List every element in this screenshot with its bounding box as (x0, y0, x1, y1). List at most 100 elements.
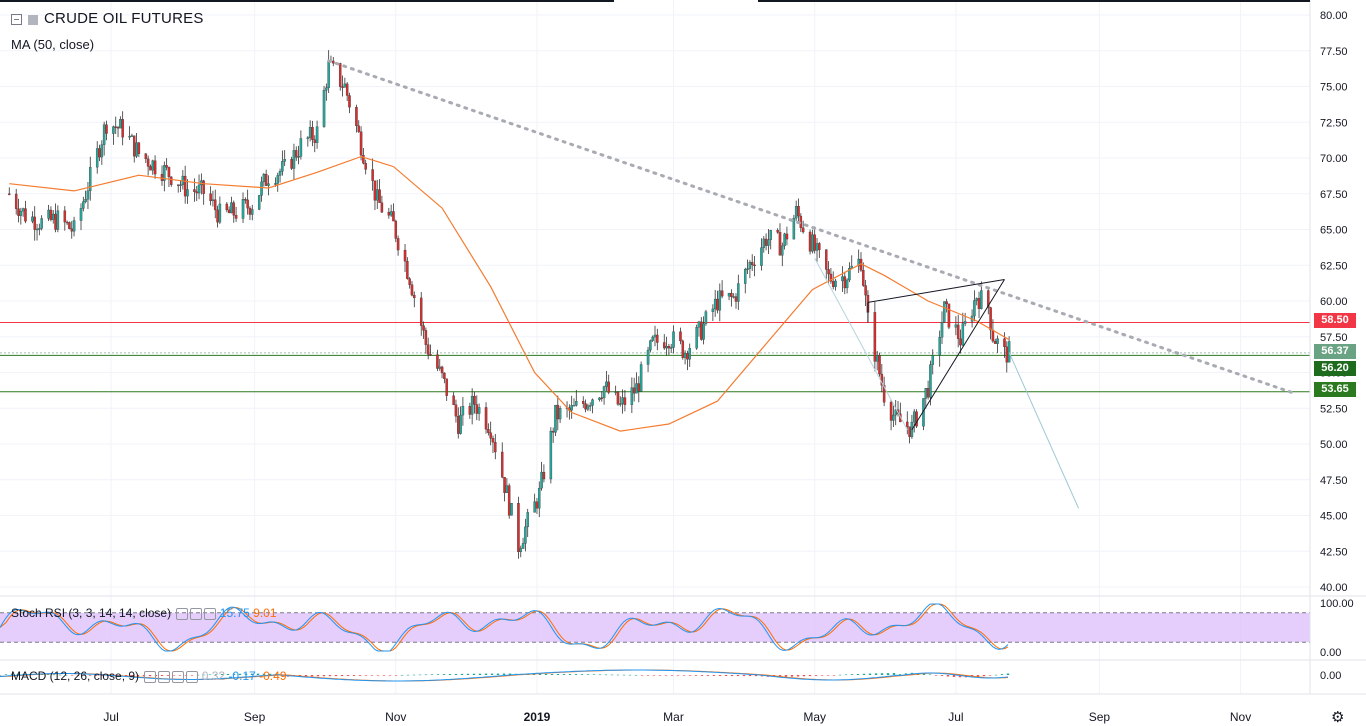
macd-hist-bar (256, 673, 260, 675)
close-icon[interactable] (204, 607, 217, 620)
macd-hist-bar (82, 675, 86, 676)
settings-gear-icon[interactable]: ⚙ (1331, 709, 1345, 726)
macd-legend[interactable]: MACD (12, 26, close, 9) 0.32 -0.17 -0.49 (11, 669, 287, 683)
candle-body (341, 86, 344, 88)
macd-hist-bar (58, 674, 62, 676)
candle-body (600, 397, 604, 400)
candle-body (649, 340, 652, 351)
candle-body (473, 395, 476, 405)
candle-body (538, 487, 541, 509)
collapse-icon[interactable] (11, 14, 22, 26)
candle-body (716, 298, 719, 311)
stoch-rsi-legend[interactable]: Stoch RSI (3, 3, 14, 14, close) 15.75 9.… (11, 606, 277, 620)
macd-hist-bar (838, 674, 842, 676)
y-tick-label: 50.00 (1320, 439, 1348, 451)
candle-body (144, 153, 148, 160)
candle-body (149, 166, 152, 171)
candle-body (993, 341, 997, 344)
stoch-band (0, 612, 1310, 643)
macd-hist-bar (802, 675, 806, 677)
macd-hist-bar (64, 674, 68, 676)
candle-body (452, 395, 455, 405)
macd-hist-bar (574, 674, 578, 675)
candle-body (556, 404, 560, 420)
stoch-tick-label: 100.00 (1320, 598, 1354, 610)
y-tick-label: 47.50 (1320, 475, 1348, 487)
macd-hist-bar (904, 673, 908, 675)
macd-hist-bar (928, 674, 932, 676)
top-bar (0, 0, 614, 2)
macd-hist-bar (490, 673, 494, 675)
candle-body (213, 199, 217, 211)
candle-body (443, 372, 446, 379)
candle-body (454, 404, 458, 417)
candle-body (813, 234, 816, 251)
candle-body (598, 397, 601, 400)
candle-body (163, 165, 166, 181)
candle-body (292, 150, 296, 169)
macd-hist-bar (436, 674, 440, 675)
stoch-d-value: 9.01 (253, 606, 277, 620)
candle-body (744, 269, 747, 284)
candle-body (380, 202, 384, 213)
candle-body (878, 355, 881, 375)
ma-legend[interactable]: MA (50, close) (11, 37, 94, 52)
macd-hist-bar (268, 673, 272, 675)
macd-hist-bar (262, 673, 266, 675)
candle-body (264, 174, 268, 186)
candle-body (313, 139, 317, 143)
gear-icon[interactable] (158, 670, 171, 683)
candle-body (68, 222, 71, 229)
price-tag-support: 53.65 (1314, 382, 1356, 397)
macd-hist-bar (502, 673, 506, 675)
candle-body (632, 387, 636, 394)
candle-body (778, 232, 782, 256)
macd-hist-bar (1006, 673, 1010, 675)
macd-hist-bar (148, 675, 152, 677)
candle-body (376, 189, 379, 201)
eye-icon[interactable] (176, 607, 189, 620)
candle-body (487, 429, 490, 433)
candle-body (345, 83, 349, 96)
candle-body (630, 387, 634, 405)
y-tick-label: 60.00 (1320, 296, 1348, 308)
macd-hist-bar (382, 675, 386, 676)
candle-body (232, 202, 236, 216)
candle-body (792, 217, 796, 240)
candle-body (225, 203, 229, 211)
candle-body (116, 127, 120, 129)
more-icon[interactable] (172, 670, 185, 683)
x-tick-label: Nov (385, 710, 406, 724)
candle-body (681, 340, 685, 358)
candle-body (602, 386, 606, 399)
macd-hist-bar (922, 673, 926, 675)
candle-body (551, 430, 555, 433)
candle-body (79, 208, 83, 221)
candle-body (769, 230, 772, 240)
gear-icon[interactable] (190, 607, 203, 620)
macd-hist-bar (892, 673, 896, 675)
candle-body (234, 215, 238, 219)
candle-body (924, 388, 928, 399)
candle-body (241, 199, 245, 219)
candle-body (311, 127, 314, 140)
macd-hist-bar (10, 673, 14, 675)
macd-hist-bar (328, 675, 332, 677)
macd-hist-bar (220, 674, 224, 675)
candle-body (500, 451, 504, 478)
macd-hist-bar (622, 674, 626, 676)
candle-body (727, 292, 731, 297)
candle-body (86, 190, 90, 200)
candle-body (121, 119, 124, 138)
candle-body (436, 354, 439, 369)
y-tick-label: 77.50 (1320, 46, 1348, 58)
macd-hist-bar (688, 675, 692, 676)
candle-body (535, 501, 539, 509)
macd-hist-bar (202, 674, 206, 676)
eye-icon[interactable] (144, 670, 157, 683)
close-icon[interactable] (186, 670, 199, 683)
macd-hist-bar (346, 675, 350, 676)
y-tick-label: 70.00 (1320, 153, 1348, 165)
x-tick-label: Sep (1089, 710, 1111, 724)
